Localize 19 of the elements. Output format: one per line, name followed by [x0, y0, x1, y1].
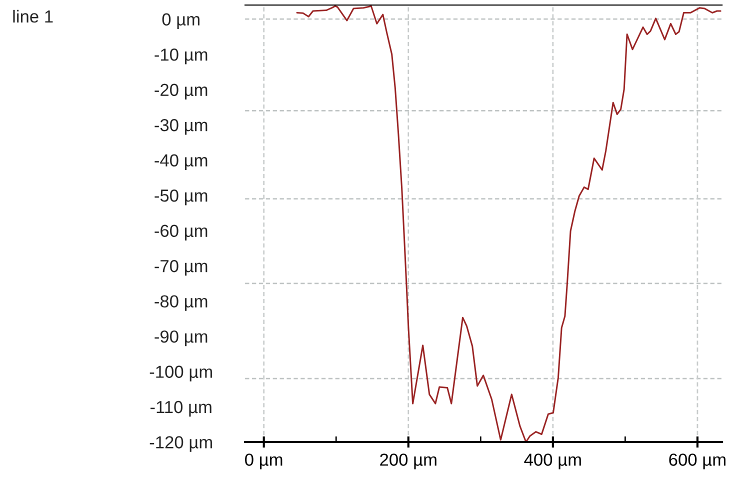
y-tick-label: -40 µm: [154, 154, 208, 170]
y-tick-label: -10 µm: [154, 48, 208, 64]
y-tick-label: -20 µm: [154, 84, 208, 100]
y-tick-label: -90 µm: [154, 330, 208, 346]
y-tick-label: -70 µm: [154, 260, 208, 276]
y-tick-label: -80 µm: [154, 295, 208, 311]
x-tick-label: 0 µm: [245, 454, 282, 470]
y-tick-label: -50 µm: [154, 189, 208, 206]
y-tick-label: -30 µm: [154, 119, 208, 135]
y-tick-label: -120 µm: [150, 436, 212, 452]
line-series: [296, 5, 722, 442]
x-tick-label: 600 µm: [669, 454, 726, 470]
x-tick-label: 200 µm: [380, 454, 436, 470]
x-tick-label: 400 µm: [524, 454, 581, 470]
text: line 1: [13, 10, 53, 23]
y-tick-label: -60 µm: [154, 224, 208, 240]
y-tick-label: -100 µm: [150, 366, 212, 382]
y-tick-label: 0 µm: [162, 13, 200, 29]
y-tick-label: -110 µm: [150, 400, 212, 417]
